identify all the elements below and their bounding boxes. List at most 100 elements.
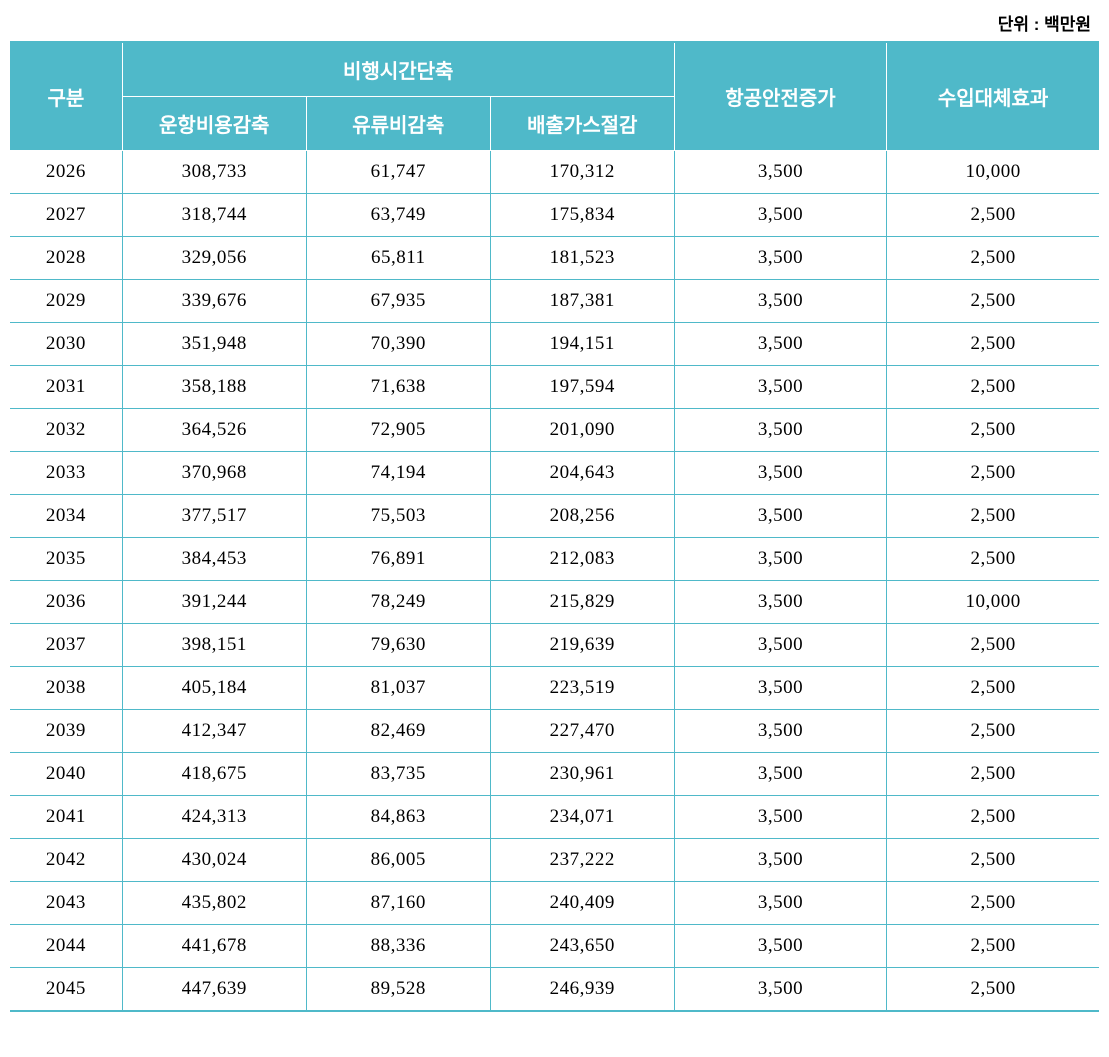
table-cell-c5: 2,500 xyxy=(887,839,1099,882)
table-cell-c5: 2,500 xyxy=(887,624,1099,667)
table-row: 2037398,15179,630219,6393,5002,500 xyxy=(10,624,1099,667)
table-cell-c4: 3,500 xyxy=(674,495,886,538)
table-body: 2026308,73361,747170,3123,50010,00020273… xyxy=(10,151,1099,1012)
table-cell-c4: 3,500 xyxy=(674,796,886,839)
table-cell-c2: 75,503 xyxy=(306,495,490,538)
table-cell-c2: 87,160 xyxy=(306,882,490,925)
table-cell-c1: 447,639 xyxy=(122,968,306,1012)
table-cell-c3: 208,256 xyxy=(490,495,674,538)
table-cell-c5: 2,500 xyxy=(887,753,1099,796)
table-cell-year: 2030 xyxy=(10,323,122,366)
table-row: 2039412,34782,469227,4703,5002,500 xyxy=(10,710,1099,753)
table-cell-c1: 377,517 xyxy=(122,495,306,538)
table-cell-c5: 2,500 xyxy=(887,280,1099,323)
table-cell-c4: 3,500 xyxy=(674,581,886,624)
table-cell-c4: 3,500 xyxy=(674,452,886,495)
table-cell-year: 2043 xyxy=(10,882,122,925)
table-cell-c2: 78,249 xyxy=(306,581,490,624)
table-cell-c1: 441,678 xyxy=(122,925,306,968)
table-cell-year: 2041 xyxy=(10,796,122,839)
table-row: 2036391,24478,249215,8293,50010,000 xyxy=(10,581,1099,624)
table-row: 2045447,63989,528246,9393,5002,500 xyxy=(10,968,1099,1012)
table-cell-c4: 3,500 xyxy=(674,194,886,237)
table-cell-c1: 418,675 xyxy=(122,753,306,796)
table-cell-c1: 370,968 xyxy=(122,452,306,495)
table-cell-c2: 86,005 xyxy=(306,839,490,882)
table-cell-c1: 308,733 xyxy=(122,151,306,194)
table-cell-c5: 2,500 xyxy=(887,237,1099,280)
table-cell-c5: 10,000 xyxy=(887,151,1099,194)
table-cell-c5: 2,500 xyxy=(887,194,1099,237)
table-cell-year: 2028 xyxy=(10,237,122,280)
table-cell-c5: 2,500 xyxy=(887,882,1099,925)
header-col4: 항공안전증가 xyxy=(674,42,886,151)
table-cell-year: 2026 xyxy=(10,151,122,194)
table-cell-c3: 197,594 xyxy=(490,366,674,409)
table-cell-c2: 67,935 xyxy=(306,280,490,323)
table-cell-c4: 3,500 xyxy=(674,925,886,968)
table-cell-c5: 2,500 xyxy=(887,452,1099,495)
table-cell-c4: 3,500 xyxy=(674,753,886,796)
header-col2: 유류비감축 xyxy=(306,97,490,151)
table-cell-year: 2045 xyxy=(10,968,122,1012)
table-cell-c4: 3,500 xyxy=(674,839,886,882)
table-row: 2044441,67888,336243,6503,5002,500 xyxy=(10,925,1099,968)
table-cell-c1: 435,802 xyxy=(122,882,306,925)
table-cell-c5: 2,500 xyxy=(887,968,1099,1012)
table-cell-c4: 3,500 xyxy=(674,667,886,710)
table-cell-c3: 219,639 xyxy=(490,624,674,667)
table-cell-year: 2042 xyxy=(10,839,122,882)
table-cell-c3: 237,222 xyxy=(490,839,674,882)
table-cell-c3: 187,381 xyxy=(490,280,674,323)
table-cell-c5: 2,500 xyxy=(887,495,1099,538)
table-cell-c3: 175,834 xyxy=(490,194,674,237)
table-cell-c2: 71,638 xyxy=(306,366,490,409)
table-cell-c4: 3,500 xyxy=(674,624,886,667)
header-col1: 운항비용감축 xyxy=(122,97,306,151)
header-group: 비행시간단축 xyxy=(122,42,674,97)
table-cell-year: 2037 xyxy=(10,624,122,667)
table-cell-c1: 430,024 xyxy=(122,839,306,882)
table-cell-c2: 79,630 xyxy=(306,624,490,667)
table-cell-c4: 3,500 xyxy=(674,968,886,1012)
table-cell-c1: 358,188 xyxy=(122,366,306,409)
table-cell-c5: 2,500 xyxy=(887,667,1099,710)
table-row: 2040418,67583,735230,9613,5002,500 xyxy=(10,753,1099,796)
table-cell-year: 2038 xyxy=(10,667,122,710)
table-cell-c5: 2,500 xyxy=(887,925,1099,968)
table-cell-year: 2034 xyxy=(10,495,122,538)
table-cell-year: 2039 xyxy=(10,710,122,753)
table-cell-c1: 384,453 xyxy=(122,538,306,581)
table-row: 2029339,67667,935187,3813,5002,500 xyxy=(10,280,1099,323)
table-cell-c5: 2,500 xyxy=(887,323,1099,366)
table-cell-year: 2029 xyxy=(10,280,122,323)
header-col3: 배출가스절감 xyxy=(490,97,674,151)
table-row: 2028329,05665,811181,5233,5002,500 xyxy=(10,237,1099,280)
table-row: 2035384,45376,891212,0833,5002,500 xyxy=(10,538,1099,581)
table-cell-c4: 3,500 xyxy=(674,323,886,366)
table-cell-c4: 3,500 xyxy=(674,366,886,409)
table-cell-c5: 2,500 xyxy=(887,366,1099,409)
table-cell-year: 2036 xyxy=(10,581,122,624)
table-cell-c2: 76,891 xyxy=(306,538,490,581)
table-cell-c4: 3,500 xyxy=(674,538,886,581)
table-cell-c1: 351,948 xyxy=(122,323,306,366)
table-cell-c2: 61,747 xyxy=(306,151,490,194)
table-cell-c4: 3,500 xyxy=(674,710,886,753)
table-cell-c2: 81,037 xyxy=(306,667,490,710)
table-cell-c1: 424,313 xyxy=(122,796,306,839)
table-cell-c1: 412,347 xyxy=(122,710,306,753)
table-cell-c3: 181,523 xyxy=(490,237,674,280)
table-cell-c3: 204,643 xyxy=(490,452,674,495)
table-cell-c1: 339,676 xyxy=(122,280,306,323)
table-row: 2043435,80287,160240,4093,5002,500 xyxy=(10,882,1099,925)
table-cell-c3: 230,961 xyxy=(490,753,674,796)
table-cell-c2: 72,905 xyxy=(306,409,490,452)
table-cell-c1: 364,526 xyxy=(122,409,306,452)
data-table: 구분 비행시간단축 항공안전증가 수입대체효과 운항비용감축 유류비감축 배출가… xyxy=(10,41,1099,1012)
unit-label: 단위 : 백만원 xyxy=(10,10,1099,35)
table-row: 2031358,18871,638197,5943,5002,500 xyxy=(10,366,1099,409)
table-row: 2030351,94870,390194,1513,5002,500 xyxy=(10,323,1099,366)
table-cell-c3: 240,409 xyxy=(490,882,674,925)
table-cell-c2: 84,863 xyxy=(306,796,490,839)
